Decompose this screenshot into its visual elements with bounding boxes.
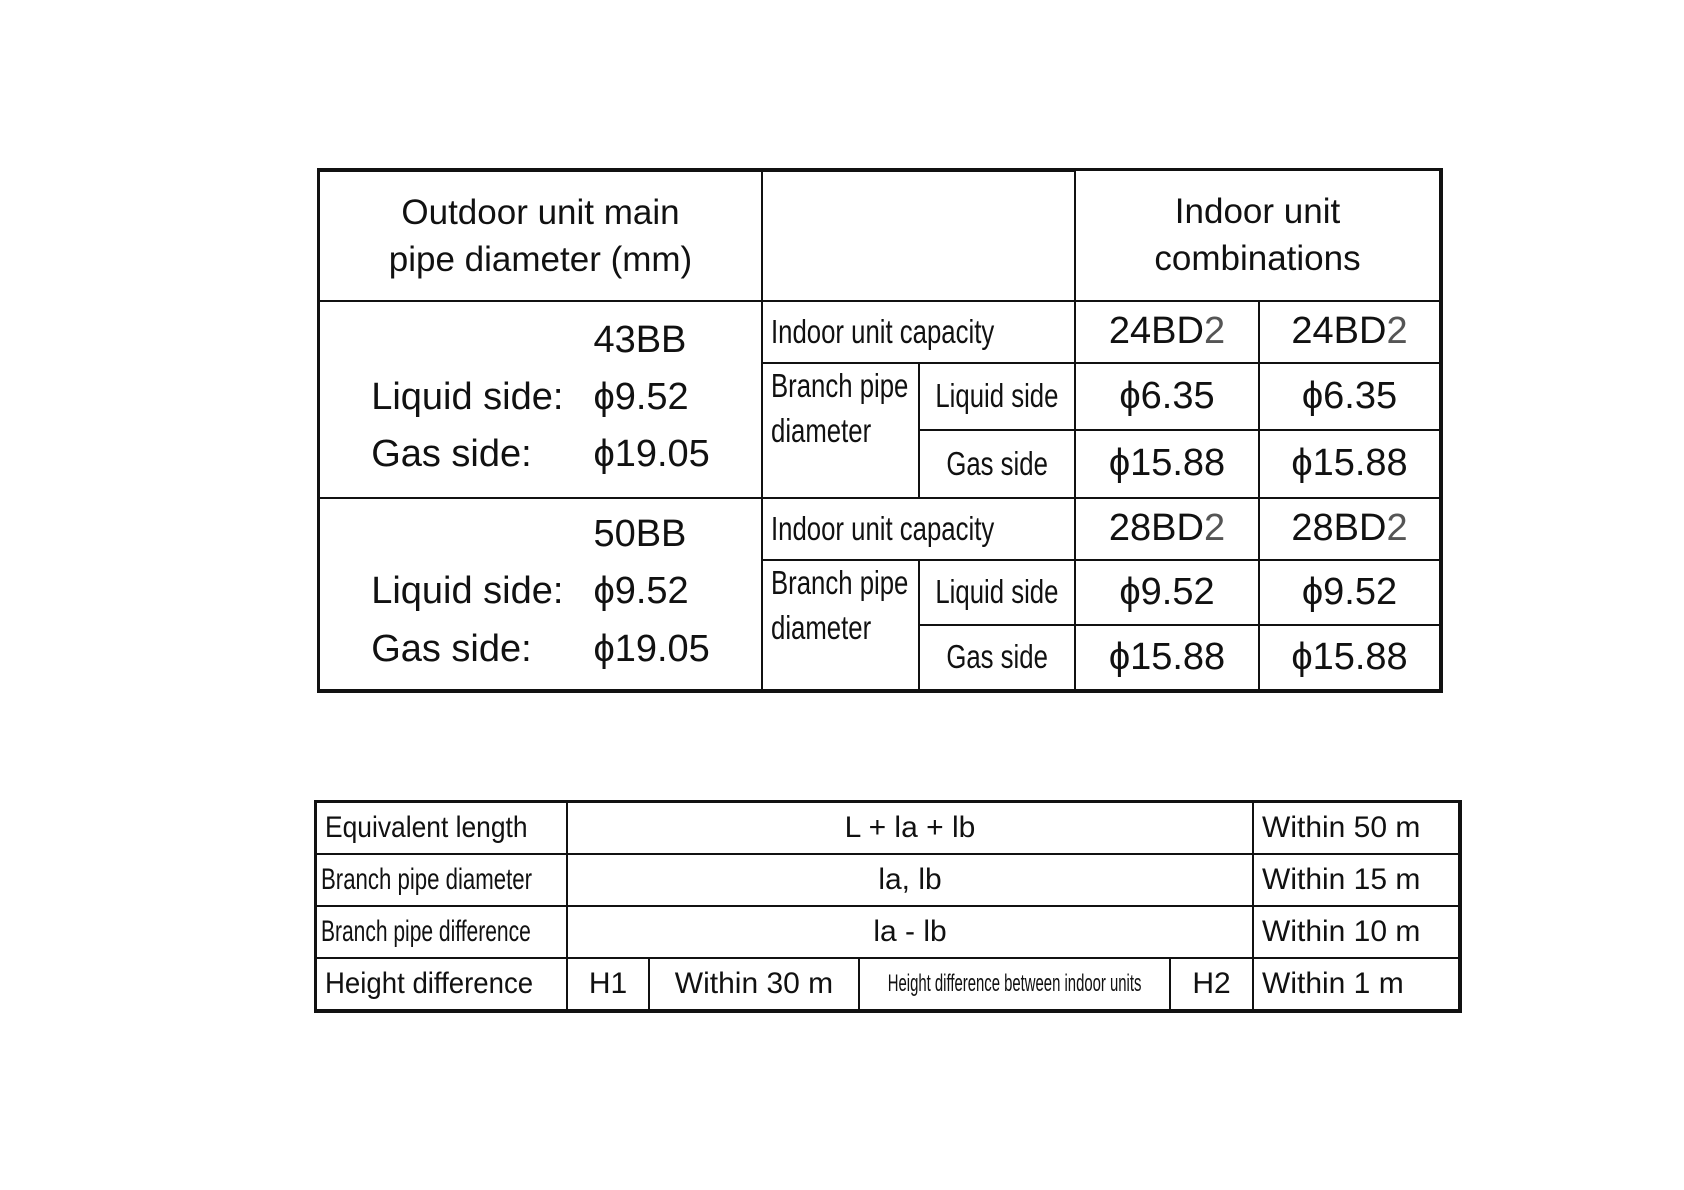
gas-side-text: Gas side (946, 638, 1048, 676)
liquid-diameter: ϕ9.52 (1301, 570, 1398, 613)
row-label-text: Branch pipe difference (321, 914, 531, 948)
header-outdoor-unit: Outdoor unit main pipe diameter (mm) (318, 170, 763, 302)
h1-limit-text: Within 30 m (674, 966, 834, 1000)
capacity-value: 28BD (1291, 507, 1387, 550)
gas-value: ϕ19.05 (593, 627, 710, 670)
header-line: Indoor unit (1174, 191, 1341, 231)
liquid-label: Liquid side: (371, 570, 564, 613)
header-line: Outdoor unit main (401, 192, 680, 232)
liquid-label: Liquid side: (371, 375, 564, 418)
gas-diameter: ϕ15.88 (1291, 442, 1408, 485)
liquid-diameter: ϕ6.35 (1119, 374, 1215, 417)
h2-text: H2 (1192, 966, 1231, 1000)
limit-text: Within 10 m (1262, 914, 1421, 948)
gas-side-text: Gas side (946, 444, 1048, 482)
row-limit: Within 10 m (1252, 905, 1460, 959)
row-label-text: Equivalent length (325, 810, 528, 844)
outdoor-unit-43bb: 43BB Liquid side: ϕ9.52 Gas side: ϕ19.05 (318, 300, 763, 499)
liquid-side-text: Liquid side (935, 573, 1059, 611)
outdoor-unit-50bb: 50BB Liquid side: ϕ9.52 Gas side: ϕ19.05 (318, 497, 763, 691)
liquid-diameter: ϕ6.35 (1301, 374, 1398, 417)
liquid-value-cell: ϕ6.35 (1258, 362, 1441, 431)
liquid-value-cell: ϕ9.52 (1258, 559, 1441, 626)
row-limit: Within 15 m (1252, 853, 1460, 907)
capacity-suffix: 2 (1386, 507, 1408, 550)
liquid-diameter: ϕ9.52 (1119, 570, 1215, 613)
formula-text: la - lb (873, 914, 947, 948)
gas-diameter: ϕ15.88 (1108, 442, 1226, 485)
gas-diameter: ϕ15.88 (1291, 635, 1408, 678)
height-label-text: Height difference (325, 966, 534, 1000)
branch-label-line: Branch pipe (771, 367, 909, 404)
capacity-suffix: 2 (1203, 310, 1226, 353)
gas-diameter: ϕ15.88 (1108, 635, 1226, 678)
model-name: 50BB (593, 513, 687, 556)
between-label-text: Height difference between indoor units (887, 969, 1142, 997)
gas-label: Gas side: (371, 433, 532, 476)
capacity-value: 28BD (1108, 507, 1204, 550)
liquid-value: ϕ9.52 (593, 375, 689, 418)
capacity-label-text: Indoor unit capacity (771, 509, 995, 547)
capacity-label-text: Indoor unit capacity (771, 312, 995, 350)
gas-label: Gas side: (371, 627, 532, 670)
limit-text: Within 15 m (1262, 862, 1421, 896)
branch-label-line: diameter (771, 608, 872, 646)
capacity-suffix: 2 (1386, 310, 1408, 353)
formula-text: L + la + lb (844, 810, 976, 844)
capacity-value: 24BD (1291, 310, 1387, 353)
liquid-value: ϕ9.52 (593, 570, 689, 613)
capacity-suffix: 2 (1203, 507, 1226, 550)
branch-label-line: Branch pipe (771, 564, 909, 601)
formula-text: la, lb (878, 862, 942, 896)
limit-text: Within 50 m (1262, 810, 1421, 844)
liquid-side-text: Liquid side (935, 377, 1059, 415)
h2-limit-text: Within 1 m (1262, 966, 1404, 1000)
capacity-cell: 24BD 2 (1258, 300, 1441, 364)
bottom-table-border (314, 800, 1462, 1013)
h1-text: H1 (588, 966, 628, 1000)
gas-value-cell: ϕ15.88 (1074, 429, 1260, 499)
top-table-border (317, 168, 1443, 693)
header-line: pipe diameter (mm) (388, 240, 693, 279)
branch-label-line: diameter (771, 411, 872, 449)
model-name: 43BB (593, 318, 687, 361)
capacity-value: 24BD (1108, 310, 1204, 353)
header-line: combinations (1154, 239, 1361, 278)
gas-value: ϕ19.05 (593, 433, 710, 476)
row-label-text: Branch pipe diameter (321, 862, 533, 896)
